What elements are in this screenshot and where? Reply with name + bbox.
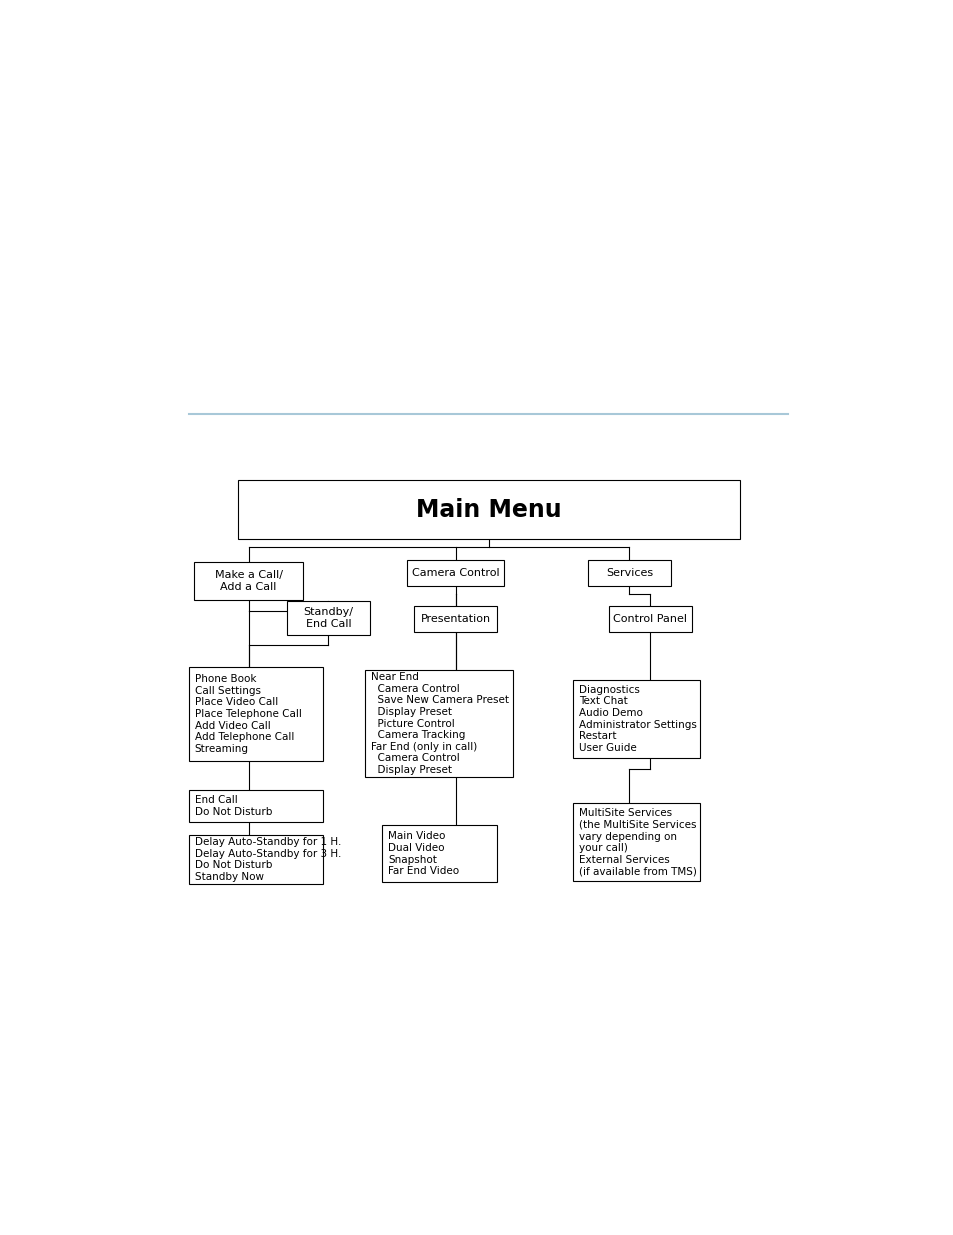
Text: End Call
Do Not Disturb: End Call Do Not Disturb bbox=[194, 795, 272, 818]
Text: Services: Services bbox=[605, 568, 652, 578]
FancyBboxPatch shape bbox=[406, 561, 504, 587]
FancyBboxPatch shape bbox=[365, 671, 513, 777]
FancyBboxPatch shape bbox=[189, 790, 323, 823]
FancyBboxPatch shape bbox=[287, 601, 370, 635]
FancyBboxPatch shape bbox=[237, 480, 740, 538]
FancyBboxPatch shape bbox=[414, 606, 497, 632]
Text: Diagnostics
Text Chat
Audio Demo
Administrator Settings
Restart
User Guide: Diagnostics Text Chat Audio Demo Adminis… bbox=[578, 684, 697, 753]
FancyBboxPatch shape bbox=[587, 561, 670, 587]
FancyBboxPatch shape bbox=[189, 835, 323, 884]
Text: Near End
  Camera Control
  Save New Camera Preset
  Display Preset
  Picture Co: Near End Camera Control Save New Camera … bbox=[371, 672, 509, 774]
Text: Presentation: Presentation bbox=[420, 614, 490, 624]
FancyBboxPatch shape bbox=[189, 667, 323, 761]
Text: Main Menu: Main Menu bbox=[416, 498, 561, 521]
Text: Control Panel: Control Panel bbox=[613, 614, 686, 624]
FancyBboxPatch shape bbox=[193, 562, 303, 600]
FancyBboxPatch shape bbox=[382, 825, 497, 882]
Text: Main Video
Dual Video
Snapshot
Far End Video: Main Video Dual Video Snapshot Far End V… bbox=[388, 831, 458, 876]
FancyBboxPatch shape bbox=[573, 679, 700, 758]
Text: MultiSite Services
(the MultiSite Services
vary depending on
your call)
External: MultiSite Services (the MultiSite Servic… bbox=[578, 809, 697, 877]
FancyBboxPatch shape bbox=[608, 606, 691, 632]
Text: Standby/
End Call: Standby/ End Call bbox=[303, 608, 354, 629]
Text: Phone Book
Call Settings
Place Video Call
Place Telephone Call
Add Video Call
Ad: Phone Book Call Settings Place Video Cal… bbox=[194, 674, 301, 753]
Text: Make a Call/
Add a Call: Make a Call/ Add a Call bbox=[214, 571, 282, 592]
FancyBboxPatch shape bbox=[573, 804, 700, 882]
Text: Delay Auto-Standby for 1 H.
Delay Auto-Standby for 3 H.
Do Not Disturb
Standby N: Delay Auto-Standby for 1 H. Delay Auto-S… bbox=[194, 837, 340, 882]
Text: Camera Control: Camera Control bbox=[412, 568, 499, 578]
